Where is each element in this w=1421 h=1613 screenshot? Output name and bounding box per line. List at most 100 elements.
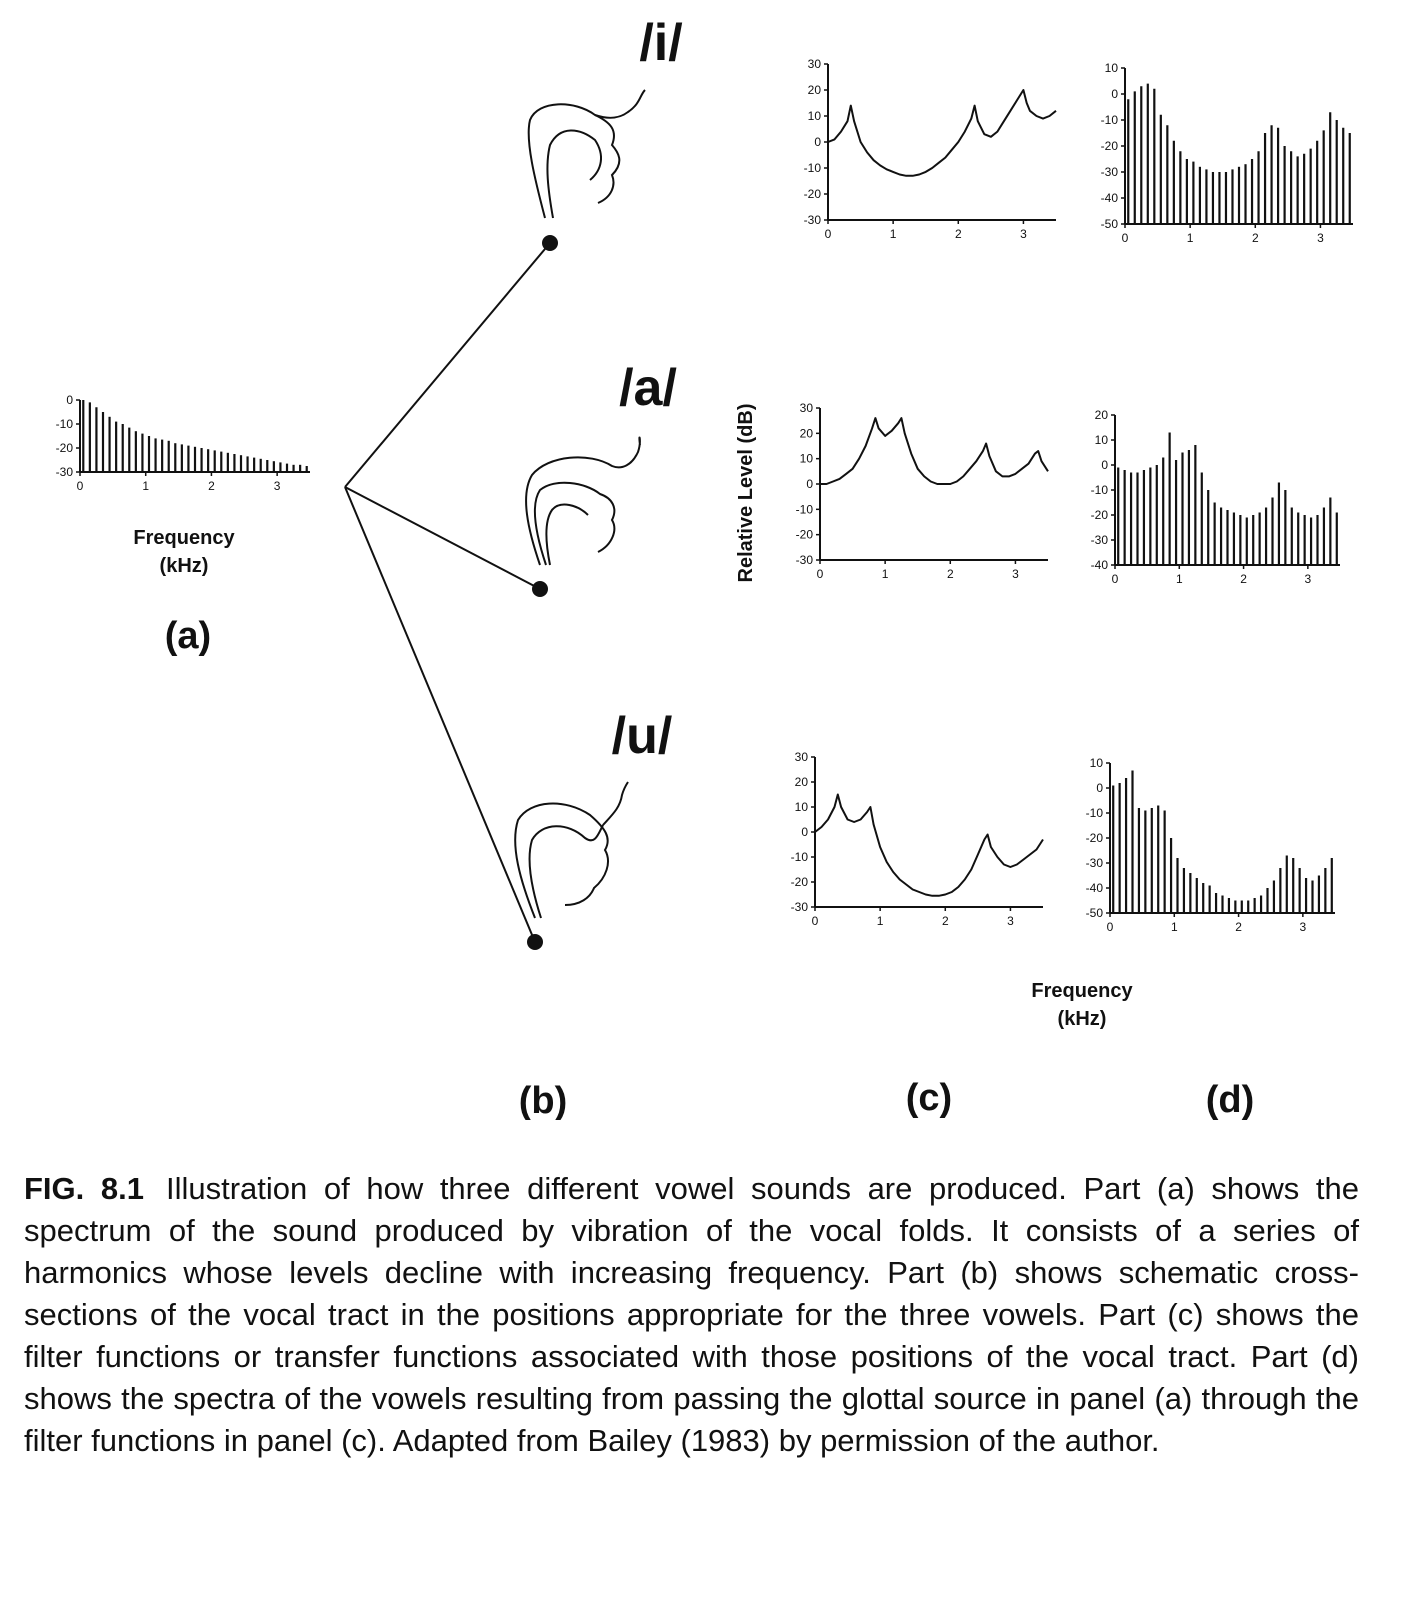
x-tick-label: 2 xyxy=(947,567,954,581)
panel-a-khz-label: (kHz) xyxy=(160,555,209,577)
x-tick-label: 0 xyxy=(1107,920,1114,934)
y-tick-label: 10 xyxy=(1095,433,1109,447)
y-tick-label: -30 xyxy=(804,213,822,227)
x-tick-label: 3 xyxy=(1007,914,1014,928)
y-tick-label: 30 xyxy=(808,57,822,71)
panel-label-b: (b) xyxy=(519,1080,568,1120)
y-tick-label: -10 xyxy=(1091,483,1109,497)
y-tick-label: 10 xyxy=(1105,61,1119,75)
vowel-label-u: /u/ xyxy=(612,707,673,765)
y-tick-label: 30 xyxy=(800,401,814,415)
y-tick-label: 0 xyxy=(1111,87,1118,101)
y-tick-label: 30 xyxy=(795,750,809,764)
node-dot-i xyxy=(542,235,558,251)
y-tick-label: -30 xyxy=(56,465,74,479)
panel-label-a: (a) xyxy=(165,615,211,657)
transfer-function-curve xyxy=(814,793,1044,897)
connector-line-i xyxy=(344,242,551,488)
x-tick-label: 1 xyxy=(142,479,149,493)
y-tick-label: -40 xyxy=(1086,881,1104,895)
y-tick-label: -10 xyxy=(1101,113,1119,127)
connector-lines xyxy=(344,242,551,943)
x-tick-label: 1 xyxy=(1187,231,1194,245)
x-tick-label: 1 xyxy=(877,914,884,928)
x-tick-label: 1 xyxy=(882,567,889,581)
y-tick-label: -10 xyxy=(804,161,822,175)
x-tick-label: 3 xyxy=(1317,231,1324,245)
x-tick-label: 2 xyxy=(208,479,215,493)
y-tick-label: -20 xyxy=(1091,508,1109,522)
caption-text: Illustration of how three different vowe… xyxy=(24,1171,1359,1458)
panel-label-c: (c) xyxy=(906,1077,952,1119)
x-tick-label: 0 xyxy=(812,914,819,928)
y-tick-label: 0 xyxy=(806,477,813,491)
transfer-function-curve xyxy=(827,89,1057,177)
y-tick-label: 10 xyxy=(800,452,814,466)
y-tick-label: 20 xyxy=(800,426,814,440)
y-tick-label: 0 xyxy=(1096,781,1103,795)
y-tick-label: -10 xyxy=(796,502,814,516)
y-tick-label: 0 xyxy=(814,135,821,149)
x-tick-label: 1 xyxy=(1171,920,1178,934)
panel-d-khz-label: (kHz) xyxy=(1058,1008,1107,1030)
relative-level-axis-label: Relative Level (dB) xyxy=(735,404,757,583)
x-tick-label: 0 xyxy=(817,567,824,581)
source-spectrum-chart: 0-10-20-300 1 2 3 xyxy=(56,393,310,493)
x-tick-label: 1 xyxy=(1176,572,1183,586)
x-tick-label: 3 xyxy=(1305,572,1312,586)
panel-d-frequency-label: Frequency xyxy=(1031,980,1133,1002)
connector-line-u xyxy=(344,486,536,943)
x-tick-label: 3 xyxy=(1300,920,1307,934)
y-tick-label: 10 xyxy=(1090,756,1104,770)
vowel-label-a: /a/ xyxy=(619,359,677,417)
node-dot-a xyxy=(532,581,548,597)
y-tick-label: -10 xyxy=(1086,806,1104,820)
figure-number: FIG. 8.1 xyxy=(24,1171,144,1206)
y-tick-label: -20 xyxy=(1101,139,1119,153)
y-tick-label: -10 xyxy=(791,850,809,864)
y-tick-label: 20 xyxy=(1095,408,1109,422)
y-tick-label: -40 xyxy=(1101,191,1119,205)
y-tick-label: -30 xyxy=(796,553,814,567)
y-tick-label: -30 xyxy=(1086,856,1104,870)
x-tick-label: 0 xyxy=(1122,231,1129,245)
y-tick-label: 0 xyxy=(801,825,808,839)
vocal-tract-u-drawing xyxy=(514,781,629,919)
y-tick-label: -50 xyxy=(1086,906,1104,920)
x-tick-label: 0 xyxy=(77,479,84,493)
vocal-tract-i-drawing xyxy=(527,89,646,219)
x-tick-label: 2 xyxy=(1240,572,1247,586)
x-tick-label: 0 xyxy=(825,227,832,241)
y-tick-label: 0 xyxy=(1101,458,1108,472)
vowel-spectrum-i-chart: 100-10-20-30-40-500 1 2 3 xyxy=(1101,61,1353,245)
x-tick-label: 1 xyxy=(890,227,897,241)
y-tick-label: -30 xyxy=(1101,165,1119,179)
vowel-production-figure: 0-10-20-300 1 2 3 Frequency (kHz) (a) /i/ /… xyxy=(56,14,1353,1120)
y-tick-label: -30 xyxy=(791,900,809,914)
y-tick-label: -30 xyxy=(1091,533,1109,547)
y-tick-label: -40 xyxy=(1091,558,1109,572)
y-tick-label: -10 xyxy=(56,417,74,431)
y-tick-label: -50 xyxy=(1101,217,1119,231)
x-tick-label: 2 xyxy=(1235,920,1242,934)
x-tick-label: 3 xyxy=(1020,227,1027,241)
vowel-label-i: /i/ xyxy=(639,14,682,72)
x-tick-label: 2 xyxy=(942,914,949,928)
y-tick-label: -20 xyxy=(791,875,809,889)
y-tick-label: 0 xyxy=(66,393,73,407)
transfer-function-curve xyxy=(820,417,1049,485)
y-tick-label: -20 xyxy=(56,441,74,455)
x-tick-label: 0 xyxy=(1112,572,1119,586)
vocal-tract-a-drawing xyxy=(525,436,641,566)
y-tick-label: 20 xyxy=(808,83,822,97)
panel-a-frequency-label: Frequency xyxy=(133,527,235,549)
y-tick-label: 20 xyxy=(795,775,809,789)
x-tick-label: 2 xyxy=(1252,231,1259,245)
connector-line-a xyxy=(344,486,541,590)
y-tick-label: 10 xyxy=(795,800,809,814)
x-tick-label: 3 xyxy=(274,479,281,493)
node-dot-u xyxy=(527,934,543,950)
